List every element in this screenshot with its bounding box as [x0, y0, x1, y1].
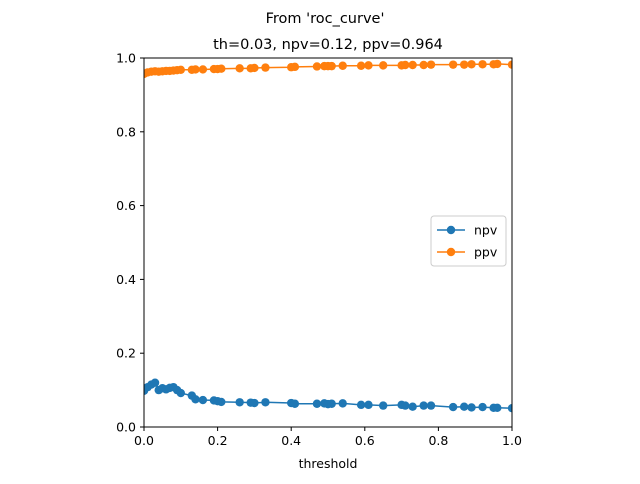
- legend-label-npv: npv: [474, 223, 498, 238]
- data-point-npv: [312, 399, 322, 408]
- x-tick-label: 0.8: [428, 433, 448, 448]
- data-point-ppv: [364, 61, 373, 70]
- data-point-npv: [448, 402, 458, 412]
- data-point-npv: [176, 388, 185, 398]
- data-point-npv: [290, 399, 300, 408]
- series-layer: [144, 59, 512, 413]
- y-tick-label: 0.4: [116, 272, 136, 287]
- y-tick-label: 0.0: [116, 420, 136, 435]
- data-point-ppv: [176, 65, 185, 75]
- data-point-npv: [408, 402, 417, 411]
- data-point-ppv: [217, 64, 226, 73]
- data-point-ppv: [401, 60, 410, 70]
- data-point-ppv: [408, 60, 417, 70]
- plot-frame: [143, 57, 513, 428]
- data-point-npv: [364, 400, 373, 410]
- data-point-ppv: [448, 60, 458, 69]
- plot-area: [144, 59, 512, 413]
- x-tick-label: 0.2: [208, 433, 228, 448]
- y-axis-ticks: 0.0 0.2 0.4 0.6 0.8 1.0: [116, 51, 144, 435]
- data-point-npv: [250, 398, 259, 408]
- data-point-ppv: [379, 61, 388, 70]
- data-point-npv: [338, 399, 347, 408]
- figure-suptitle: From 'roc_curve': [266, 11, 385, 27]
- data-point-ppv: [426, 60, 436, 69]
- data-point-ppv: [327, 61, 336, 71]
- legend-marker-npv: [446, 225, 456, 235]
- x-axis-ticks: 0.0 0.2 0.4 0.6 0.8 1.0: [134, 427, 522, 448]
- legend-label-ppv: ppv: [474, 245, 498, 260]
- data-point-npv: [327, 399, 336, 408]
- data-point-npv: [507, 403, 512, 413]
- data-point-npv: [478, 402, 487, 412]
- data-point-ppv: [191, 65, 200, 74]
- data-point-npv: [261, 398, 270, 407]
- data-point-ppv: [312, 62, 322, 71]
- data-point-npv: [467, 403, 476, 412]
- data-point-npv: [235, 398, 244, 407]
- data-point-npv: [217, 397, 226, 407]
- data-point-ppv: [290, 62, 300, 72]
- data-point-npv: [419, 401, 428, 410]
- data-point-ppv: [356, 61, 366, 70]
- data-point-ppv: [250, 63, 259, 73]
- data-point-npv: [150, 378, 160, 387]
- data-point-ppv: [261, 63, 270, 72]
- data-point-npv: [493, 403, 502, 413]
- legend: npv ppv: [430, 215, 507, 267]
- x-tick-label: 0.0: [134, 433, 154, 448]
- chart-title: th=0.03, npv=0.12, ppv=0.964: [213, 37, 443, 53]
- data-point-ppv: [235, 64, 244, 73]
- y-tick-label: 0.8: [116, 124, 136, 139]
- data-point-npv: [198, 395, 208, 405]
- x-tick-label: 0.4: [281, 433, 301, 448]
- x-tick-label: 1.0: [502, 433, 522, 448]
- data-point-ppv: [198, 65, 208, 74]
- data-point-ppv: [493, 59, 502, 69]
- data-point-ppv: [459, 60, 469, 69]
- data-point-npv: [459, 402, 469, 411]
- data-point-npv: [426, 401, 436, 410]
- data-point-npv: [401, 401, 410, 410]
- data-point-npv: [379, 401, 388, 410]
- data-point-npv: [191, 395, 200, 404]
- y-tick-label: 0.6: [116, 198, 136, 213]
- x-axis-label: threshold: [299, 456, 358, 471]
- data-point-ppv: [419, 60, 428, 70]
- data-point-npv: [356, 400, 366, 410]
- legend-marker-ppv: [446, 247, 456, 257]
- y-tick-label: 1.0: [116, 51, 136, 66]
- data-point-ppv: [467, 60, 476, 69]
- data-point-ppv: [478, 60, 487, 69]
- data-point-ppv: [338, 61, 347, 70]
- y-tick-label: 0.2: [116, 346, 136, 361]
- x-tick-label: 0.6: [355, 433, 375, 448]
- data-point-ppv: [507, 60, 512, 69]
